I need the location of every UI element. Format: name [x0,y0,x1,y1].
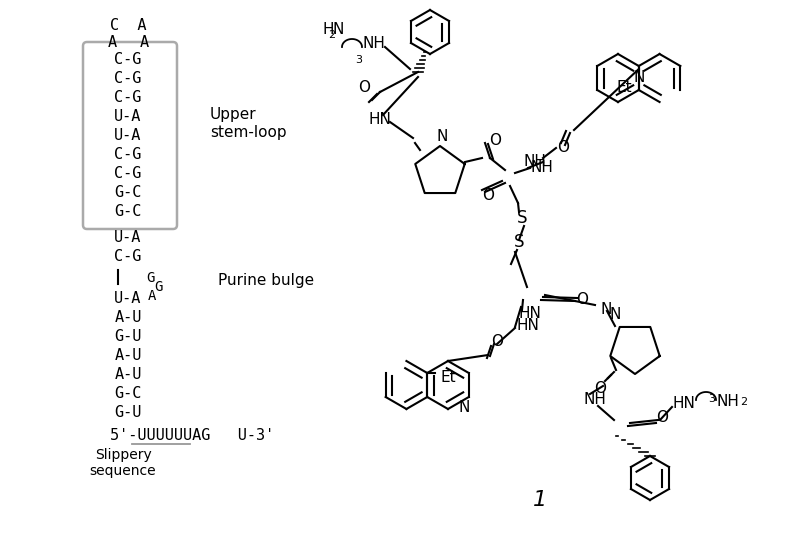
Text: G: G [154,280,162,294]
Text: A-U: A-U [114,310,142,325]
Text: G-C: G-C [114,204,142,219]
Text: O: O [482,187,494,203]
Text: O: O [358,80,370,95]
Text: NH: NH [717,395,740,409]
Text: S: S [517,209,527,227]
Text: NH: NH [362,35,385,51]
Text: U-A: U-A [114,109,142,124]
Text: 2: 2 [328,30,335,40]
Text: O: O [576,293,588,307]
Text: G-U: G-U [114,329,142,344]
Text: Et: Et [440,370,456,386]
Text: C-G: C-G [114,52,142,67]
Text: Et: Et [616,79,632,95]
Text: U-A: U-A [114,230,142,245]
Text: N: N [633,70,645,85]
Text: S: S [514,233,524,251]
Text: N: N [333,23,344,37]
Text: 3: 3 [355,55,362,65]
Text: N: N [436,129,448,144]
Text: G-C: G-C [114,185,142,200]
Text: C-G: C-G [114,147,142,162]
Text: O: O [491,334,503,349]
Text: C-G: C-G [114,90,142,105]
Text: NH: NH [530,160,553,176]
Text: 3: 3 [708,394,715,404]
Text: HN: HN [672,397,695,412]
Text: A-U: A-U [114,367,142,382]
Text: U-A: U-A [114,128,142,143]
Text: Purine bulge: Purine bulge [218,273,314,288]
Text: NH: NH [523,154,546,170]
Text: A: A [148,289,156,303]
Text: G-U: G-U [114,405,142,420]
Text: HN: HN [518,305,542,321]
Text: N: N [600,302,611,317]
Text: HN: HN [517,317,540,332]
Text: C-G: C-G [114,249,142,264]
Text: O: O [594,381,606,396]
Text: Slippery
sequence: Slippery sequence [90,448,156,478]
Text: C-G: C-G [114,166,142,181]
Text: NH: NH [583,392,606,408]
Text: O: O [557,141,569,155]
Text: U-A: U-A [114,291,142,306]
Text: C-G: C-G [114,71,142,86]
Text: G: G [146,271,154,285]
Text: C  A: C A [110,18,146,33]
Text: N: N [610,307,621,322]
Text: A: A [107,35,117,50]
Text: HN: HN [369,112,391,127]
Text: A-U: A-U [114,348,142,363]
Text: O: O [656,410,668,425]
Text: G-C: G-C [114,386,142,401]
Text: 2: 2 [740,397,747,407]
Text: 5'-UUUUUUAG   U-3': 5'-UUUUUUAG U-3' [110,428,274,443]
Text: A: A [139,35,149,50]
Text: O: O [489,133,501,148]
Text: N: N [458,400,470,415]
Text: 1: 1 [533,490,547,510]
Text: Upper
stem-loop: Upper stem-loop [210,107,286,140]
Text: H: H [322,23,334,37]
